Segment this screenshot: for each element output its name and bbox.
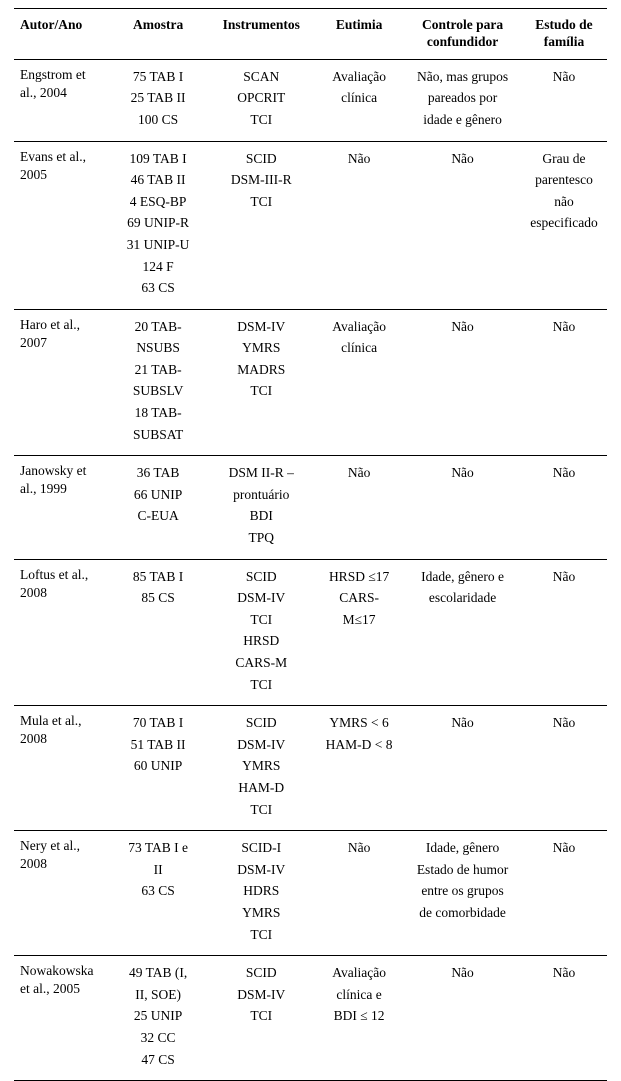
table-header: Autor/Ano Amostra Instrumentos Eutimia C… bbox=[14, 9, 607, 60]
cell-amostra: 85 TAB I85 CS bbox=[108, 559, 209, 706]
cell-instrumentos: SCIDDSM-IVTCI bbox=[208, 956, 314, 1081]
cell-author: Loftus et al., 2008 bbox=[14, 559, 108, 706]
cell-amostra: 109 TAB I46 TAB II4 ESQ-BP69 UNIP-R31 UN… bbox=[108, 141, 209, 309]
cell-author: Engstrom et al., 2004 bbox=[14, 59, 108, 141]
cell-controle: Não, mas grupospareados poridade e gêner… bbox=[404, 59, 521, 141]
table-row: Engstrom et al., 200475 TAB I25 TAB II10… bbox=[14, 59, 607, 141]
studies-table: Autor/Ano Amostra Instrumentos Eutimia C… bbox=[14, 8, 607, 1081]
cell-instrumentos: SCIDDSM-IVTCIHRSDCARS-MTCI bbox=[208, 559, 314, 706]
cell-instrumentos: DSM II-R –prontuárioBDITPQ bbox=[208, 456, 314, 559]
cell-author: Mula et al., 2008 bbox=[14, 706, 108, 831]
cell-controle: Não bbox=[404, 309, 521, 456]
table-row: Janowsky et al., 199936 TAB66 UNIPC-EUAD… bbox=[14, 456, 607, 559]
cell-eutimia: Avaliaçãoclínica bbox=[314, 59, 404, 141]
cell-author: Evans et al., 2005 bbox=[14, 141, 108, 309]
cell-eutimia: Não bbox=[314, 831, 404, 956]
table-row: Mula et al., 200870 TAB I51 TAB II60 UNI… bbox=[14, 706, 607, 831]
table-row: Evans et al., 2005109 TAB I46 TAB II4 ES… bbox=[14, 141, 607, 309]
cell-instrumentos: SCIDDSM-III-RTCI bbox=[208, 141, 314, 309]
cell-instrumentos: SCANOPCRITTCI bbox=[208, 59, 314, 141]
cell-estudo: Não bbox=[521, 956, 607, 1081]
cell-amostra: 70 TAB I51 TAB II60 UNIP bbox=[108, 706, 209, 831]
cell-estudo: Não bbox=[521, 309, 607, 456]
cell-instrumentos: SCID-IDSM-IVHDRSYMRSTCI bbox=[208, 831, 314, 956]
cell-amostra: 73 TAB I eII63 CS bbox=[108, 831, 209, 956]
col-estudo: Estudo de família bbox=[521, 9, 607, 60]
cell-eutimia: Avaliaçãoclínica eBDI ≤ 12 bbox=[314, 956, 404, 1081]
cell-eutimia: Não bbox=[314, 456, 404, 559]
col-author: Autor/Ano bbox=[14, 9, 108, 60]
cell-controle: Não bbox=[404, 456, 521, 559]
col-amostra: Amostra bbox=[108, 9, 209, 60]
cell-controle: Não bbox=[404, 956, 521, 1081]
table-row: Nowakowska et al., 200549 TAB (I,II, SOE… bbox=[14, 956, 607, 1081]
cell-author: Janowsky et al., 1999 bbox=[14, 456, 108, 559]
cell-instrumentos: DSM-IVYMRSMADRSTCI bbox=[208, 309, 314, 456]
cell-controle: Idade, gêneroEstado de humorentre os gru… bbox=[404, 831, 521, 956]
cell-controle: Idade, gênero eescolaridade bbox=[404, 559, 521, 706]
cell-eutimia: Não bbox=[314, 141, 404, 309]
cell-controle: Não bbox=[404, 141, 521, 309]
table-row: Loftus et al., 200885 TAB I85 CSSCIDDSM-… bbox=[14, 559, 607, 706]
cell-eutimia: HRSD ≤17CARS-M≤17 bbox=[314, 559, 404, 706]
cell-eutimia: Avaliaçãoclínica bbox=[314, 309, 404, 456]
cell-amostra: 20 TAB-NSUBS21 TAB-SUBSLV18 TAB-SUBSAT bbox=[108, 309, 209, 456]
cell-estudo: Não bbox=[521, 831, 607, 956]
cell-instrumentos: SCIDDSM-IVYMRSHAM-DTCI bbox=[208, 706, 314, 831]
cell-author: Haro et al., 2007 bbox=[14, 309, 108, 456]
cell-estudo: Não bbox=[521, 559, 607, 706]
col-eutimia: Eutimia bbox=[314, 9, 404, 60]
cell-estudo: Não bbox=[521, 706, 607, 831]
cell-amostra: 36 TAB66 UNIPC-EUA bbox=[108, 456, 209, 559]
cell-amostra: 75 TAB I25 TAB II100 CS bbox=[108, 59, 209, 141]
col-instrumentos: Instrumentos bbox=[208, 9, 314, 60]
cell-estudo: Não bbox=[521, 59, 607, 141]
cell-author: Nowakowska et al., 2005 bbox=[14, 956, 108, 1081]
cell-author: Nery et al., 2008 bbox=[14, 831, 108, 956]
cell-controle: Não bbox=[404, 706, 521, 831]
col-controle: Controle para confundidor bbox=[404, 9, 521, 60]
table-body: Engstrom et al., 200475 TAB I25 TAB II10… bbox=[14, 59, 607, 1080]
cell-amostra: 49 TAB (I,II, SOE)25 UNIP32 CC47 CS bbox=[108, 956, 209, 1081]
table-row: Nery et al., 200873 TAB I eII63 CSSCID-I… bbox=[14, 831, 607, 956]
cell-estudo: Não bbox=[521, 456, 607, 559]
table-row: Haro et al., 200720 TAB-NSUBS21 TAB-SUBS… bbox=[14, 309, 607, 456]
cell-estudo: Grau deparentesconãoespecificado bbox=[521, 141, 607, 309]
cell-eutimia: YMRS < 6HAM-D < 8 bbox=[314, 706, 404, 831]
